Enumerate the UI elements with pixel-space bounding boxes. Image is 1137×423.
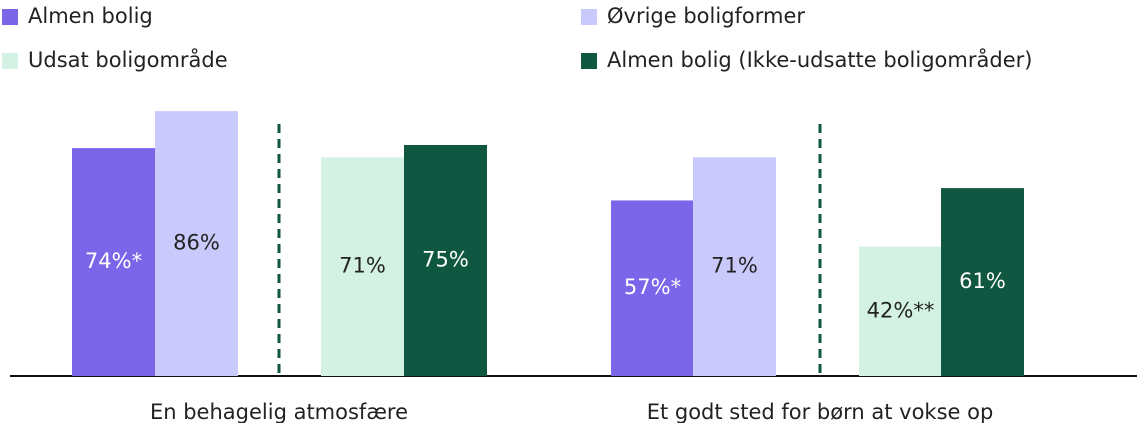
value-label: 42%** <box>867 298 935 322</box>
bar <box>404 145 487 376</box>
x-tick-label: En behagelig atmosfære <box>150 400 408 423</box>
value-label: 57%* <box>624 275 681 299</box>
bar <box>611 200 694 376</box>
bar <box>72 148 155 376</box>
legend-swatch <box>2 9 18 25</box>
value-label: 71% <box>339 254 386 278</box>
x-tick-label: Et godt sted for børn at vokse op <box>647 400 994 423</box>
bar <box>941 188 1024 376</box>
legend-swatch <box>581 53 597 69</box>
legend-label: Almen bolig (Ikke-udsatte boligområder) <box>607 47 1032 72</box>
value-label: 75% <box>422 248 469 272</box>
bar <box>321 157 404 376</box>
value-label: 61% <box>959 269 1006 293</box>
legend-swatch <box>2 53 18 69</box>
bar <box>155 111 238 377</box>
bar <box>859 246 942 376</box>
value-label: 74%* <box>85 249 142 273</box>
legend-label: Almen bolig <box>28 4 153 28</box>
bar <box>693 157 776 376</box>
legend-label: Øvrige boligformer <box>607 4 805 28</box>
value-label: 71% <box>711 254 758 278</box>
legend-label: Udsat boligområde <box>28 47 228 72</box>
value-label: 86% <box>173 231 220 255</box>
legend-swatch <box>581 9 597 25</box>
